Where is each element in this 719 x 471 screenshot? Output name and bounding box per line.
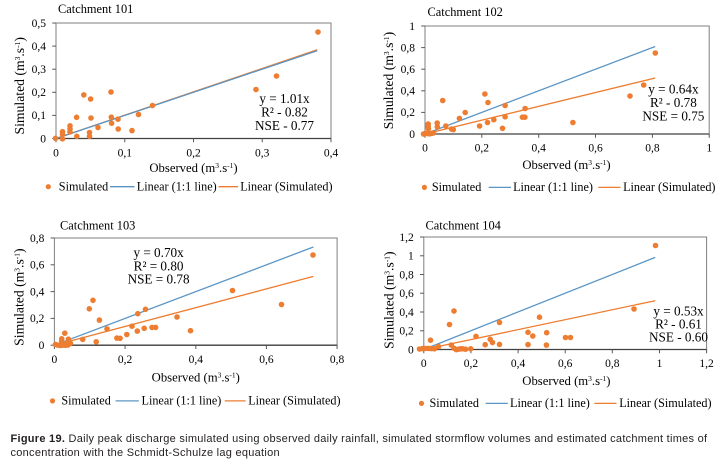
svg-text:y = 0.53x: y = 0.53x [653,303,704,318]
svg-text:0,8: 0,8 [399,269,414,281]
svg-text:0,4: 0,4 [399,307,414,319]
svg-text:0,8: 0,8 [30,233,45,245]
svg-text:0: 0 [52,354,58,366]
svg-text:0,2: 0,2 [186,147,201,159]
svg-text:0,8: 0,8 [401,42,416,54]
svg-text:1,2: 1,2 [399,232,414,244]
svg-text:Linear (Simulated): Linear (Simulated) [240,179,332,193]
svg-text:1,2: 1,2 [699,358,714,370]
svg-text:y = 0.70x: y = 0.70x [133,245,184,260]
svg-text:0,1: 0,1 [118,147,133,159]
svg-text:0,4: 0,4 [532,143,547,155]
svg-text:Simulated: Simulated [61,394,110,408]
svg-text:0,8: 0,8 [605,358,620,370]
svg-text:0,6: 0,6 [259,354,274,366]
svg-text:0,6: 0,6 [399,288,414,300]
svg-text:NSE = 0.78: NSE = 0.78 [128,272,190,287]
svg-text:Catchment 103: Catchment 103 [60,218,135,232]
svg-text:0,5: 0,5 [32,18,47,30]
svg-text:Linear (1:1 line): Linear (1:1 line) [513,180,593,194]
svg-text:y = 0.64x: y = 0.64x [648,82,699,97]
svg-text:Observed (m3.s-1): Observed (m3.s-1) [522,158,610,172]
svg-text:R² = 0.80: R² = 0.80 [134,258,184,273]
svg-text:Observed (m3.s-1): Observed (m3.s-1) [152,371,240,385]
svg-text:0,4: 0,4 [189,354,204,366]
svg-text:0,4: 0,4 [401,86,416,98]
svg-text:Simulated (m3.s-1): Simulated (m3.s-1) [12,37,28,134]
svg-text:Simulated: Simulated [432,180,481,194]
svg-text:Observed (m3.s-1): Observed (m3.s-1) [522,374,610,388]
svg-text:0,2: 0,2 [30,313,45,325]
svg-text:Linear (1:1 line): Linear (1:1 line) [142,394,222,408]
svg-text:1: 1 [657,358,663,370]
svg-text:Simulated (m3.s-1): Simulated (m3.s-1) [382,251,398,348]
svg-text:0,2: 0,2 [401,107,416,119]
svg-text:0,2: 0,2 [464,358,479,370]
svg-text:0,4: 0,4 [324,147,339,159]
svg-text:0,2: 0,2 [32,87,47,99]
svg-text:Observed (m3.s-1): Observed (m3.s-1) [149,161,237,175]
svg-text:R² - 0.61: R² - 0.61 [655,316,702,331]
svg-text:0,3: 0,3 [255,147,270,159]
svg-text:Simulated (m3.s-1): Simulated (m3.s-1) [381,32,397,129]
svg-text:Catchment 101: Catchment 101 [58,2,133,16]
svg-text:Catchment 102: Catchment 102 [428,5,503,19]
svg-text:Linear (Simulated): Linear (Simulated) [248,394,340,408]
svg-text:NSE = 0.75: NSE = 0.75 [642,109,704,124]
svg-text:0: 0 [39,340,45,352]
svg-text:0,4: 0,4 [30,286,45,298]
svg-text:1: 1 [409,21,415,33]
svg-text:0: 0 [421,358,427,370]
svg-text:NSE - 0.77: NSE - 0.77 [255,118,314,133]
svg-text:Catchment 104: Catchment 104 [426,219,501,233]
svg-text:0,8: 0,8 [645,143,660,155]
svg-text:R² - 0.82: R² - 0.82 [261,105,308,120]
svg-text:Linear (Simulated): Linear (Simulated) [623,180,715,194]
svg-text:Linear (1:1 line): Linear (1:1 line) [510,396,590,410]
svg-text:Linear (1:1 line): Linear (1:1 line) [137,179,217,193]
svg-text:0: 0 [408,344,414,356]
svg-text:0,8: 0,8 [330,354,345,366]
svg-text:1: 1 [408,251,414,263]
svg-text:0,2: 0,2 [399,326,414,338]
svg-text:0,3: 0,3 [32,64,47,76]
svg-text:1: 1 [706,143,712,155]
svg-text:0: 0 [422,143,428,155]
svg-text:0,2: 0,2 [118,354,133,366]
svg-text:0: 0 [409,129,415,141]
svg-text:0: 0 [40,133,46,145]
svg-text:0,6: 0,6 [588,143,603,155]
svg-text:Simulated: Simulated [59,179,108,193]
svg-text:0,6: 0,6 [558,358,573,370]
svg-text:0: 0 [53,147,59,159]
svg-text:NSE - 0.60: NSE - 0.60 [649,330,708,345]
svg-text:0,6: 0,6 [401,64,416,76]
svg-text:R² - 0.78: R² - 0.78 [650,95,697,110]
svg-text:0,6: 0,6 [30,260,45,272]
svg-text:0,4: 0,4 [511,358,526,370]
svg-text:y = 1.01x: y = 1.01x [259,91,310,106]
svg-text:0,4: 0,4 [32,41,47,53]
svg-text:Simulated: Simulated [430,396,479,410]
svg-text:Linear (Simulated): Linear (Simulated) [619,396,711,410]
svg-text:0,2: 0,2 [475,143,490,155]
svg-text:0,1: 0,1 [32,110,47,122]
svg-text:Simulated (m3.s-1): Simulated (m3.s-1) [12,248,28,345]
